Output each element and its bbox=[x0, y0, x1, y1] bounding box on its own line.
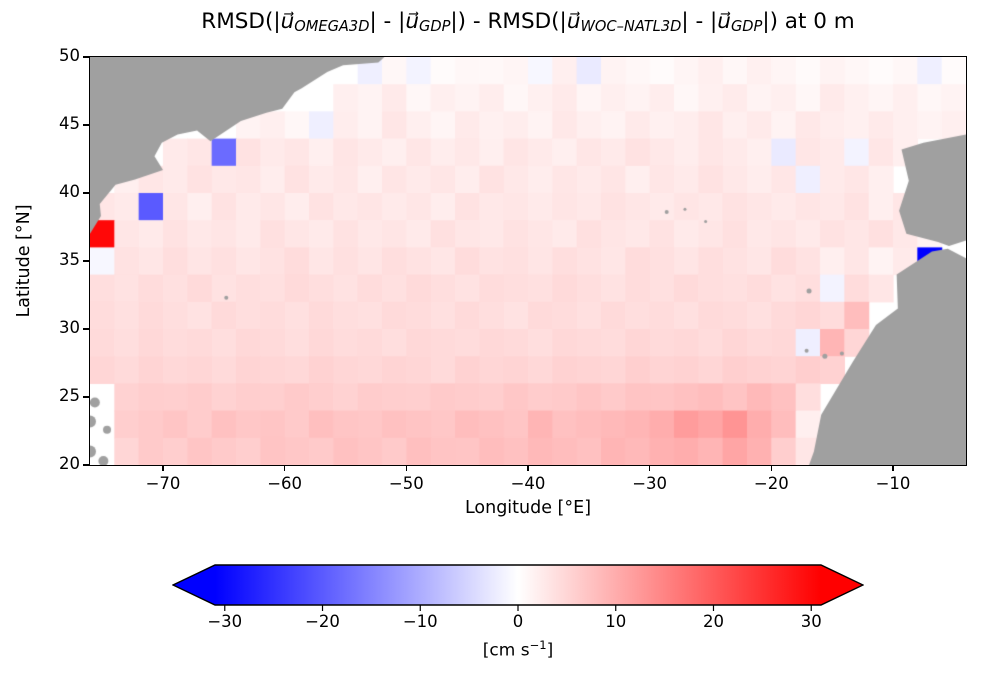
y-tick-label: 50 bbox=[59, 46, 80, 65]
colorbar-tick-label: −20 bbox=[305, 612, 340, 631]
y-tick-label: 35 bbox=[59, 250, 80, 269]
y-tick-label: 25 bbox=[59, 386, 80, 405]
x-tick-mark bbox=[162, 465, 164, 471]
x-tick-label: −70 bbox=[145, 474, 181, 493]
colorbar-tick-label: −10 bbox=[402, 612, 438, 631]
colorbar-tick-label: 30 bbox=[800, 612, 822, 631]
y-tick-label: 30 bbox=[59, 318, 80, 337]
heatmap-canvas bbox=[90, 57, 966, 465]
y-tick-label: 20 bbox=[59, 454, 80, 473]
y-tick-label: 45 bbox=[59, 114, 80, 133]
x-tick-label: −20 bbox=[753, 474, 789, 493]
colorbar-tick-label: 10 bbox=[605, 612, 627, 631]
y-tick-mark bbox=[83, 464, 90, 466]
y-tick-mark bbox=[83, 124, 90, 126]
colorbar bbox=[172, 564, 864, 611]
title-part: u⃗ bbox=[566, 9, 581, 34]
x-tick-label: −60 bbox=[267, 474, 303, 493]
colorbar-unit-label: [cm s−1] bbox=[438, 638, 598, 661]
colorbar-gradient-bar bbox=[215, 565, 821, 605]
colorbar-extend-left bbox=[173, 565, 215, 605]
map-plot-area bbox=[90, 57, 966, 465]
x-tick-label: −40 bbox=[510, 474, 546, 493]
title-part: |) at 0 m bbox=[762, 9, 855, 34]
colorbar-extend-right bbox=[821, 565, 863, 605]
title-part: u⃗ bbox=[405, 9, 420, 34]
y-tick-mark bbox=[83, 192, 90, 194]
x-tick-label: −50 bbox=[388, 474, 424, 493]
colorbar-unit-sup: −1 bbox=[529, 638, 547, 652]
x-tick-mark bbox=[405, 465, 407, 471]
title-part: | - | bbox=[369, 9, 406, 34]
x-tick-label: −30 bbox=[632, 474, 668, 493]
y-tick-mark bbox=[83, 396, 90, 398]
title-part: OMEGA3D bbox=[294, 18, 370, 36]
colorbar-unit-prefix: [cm s bbox=[482, 640, 530, 661]
title-part: WOC–NATL3D bbox=[580, 18, 682, 36]
x-tick-mark bbox=[284, 465, 286, 471]
chart-title: RMSD(|u⃗OMEGA3D| - |u⃗GDP|) - RMSD(|u⃗WO… bbox=[90, 9, 966, 35]
x-tick-label: −10 bbox=[875, 474, 911, 493]
x-tick-mark bbox=[527, 465, 529, 471]
x-tick-mark bbox=[770, 465, 772, 471]
title-part: GDP bbox=[730, 18, 763, 36]
x-tick-mark bbox=[892, 465, 894, 471]
colorbar-outline bbox=[172, 564, 864, 606]
y-tick-mark bbox=[83, 56, 90, 58]
colorbar-unit-suffix: ] bbox=[546, 640, 554, 661]
colorbar-tick-label: 20 bbox=[702, 612, 724, 631]
x-axis-label: Longitude [°E] bbox=[464, 498, 592, 518]
y-tick-mark bbox=[83, 260, 90, 262]
title-part: GDP bbox=[419, 18, 451, 36]
colorbar-tick-label: 0 bbox=[512, 612, 524, 631]
y-tick-mark bbox=[83, 328, 90, 330]
colorbar-tick-label: −30 bbox=[207, 612, 243, 631]
title-part: u⃗ bbox=[717, 9, 731, 34]
title-part: | - | bbox=[681, 9, 718, 34]
y-tick-label: 40 bbox=[59, 182, 80, 201]
title-part: u⃗ bbox=[280, 9, 295, 34]
x-tick-mark bbox=[649, 465, 651, 471]
title-part: |) - RMSD(| bbox=[450, 9, 567, 34]
title-part: RMSD(| bbox=[201, 9, 281, 34]
